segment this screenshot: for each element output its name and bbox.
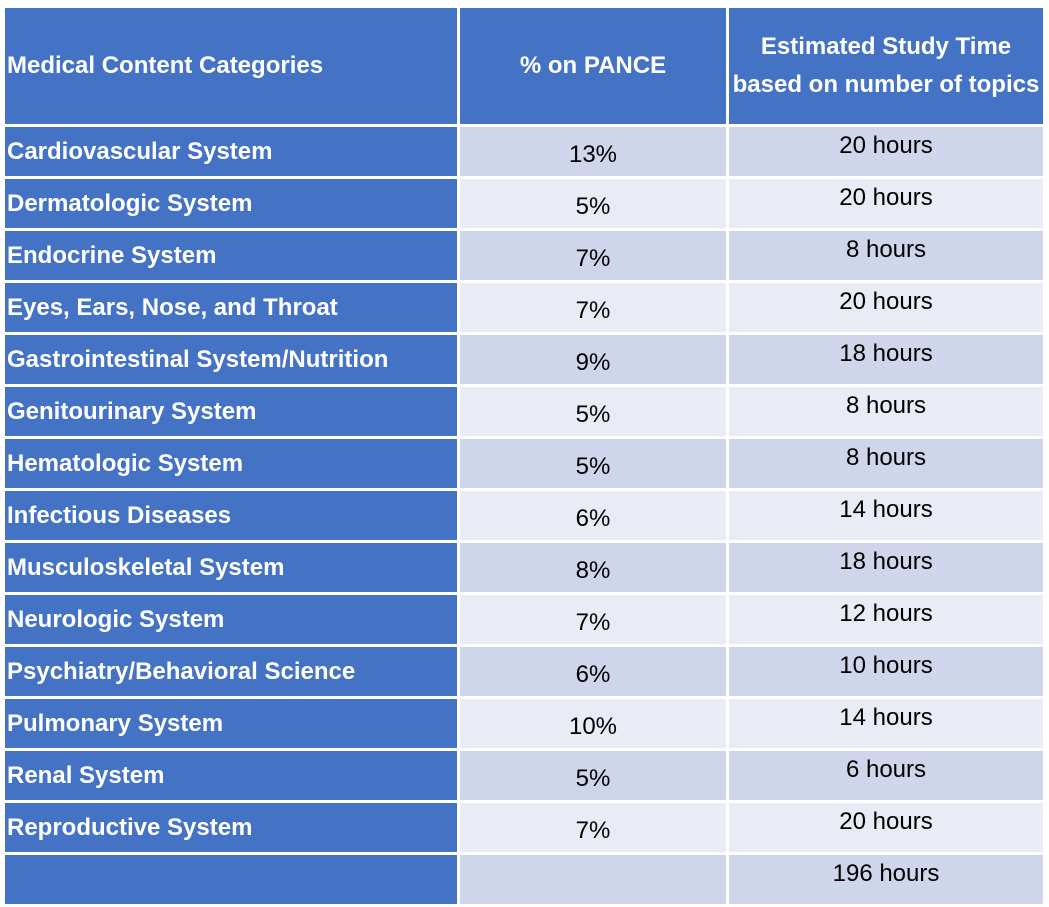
- category-cell: Eyes, Ears, Nose, and Throat: [5, 283, 457, 332]
- table-row: Pulmonary System 10% 14 hours: [5, 699, 1043, 748]
- percent-cell: 9%: [460, 335, 726, 384]
- table-body: Cardiovascular System 13% 20 hours Dermatol…: [5, 127, 1043, 904]
- hours-cell: 18 hours: [729, 543, 1043, 592]
- percent-cell: [460, 855, 726, 904]
- table-row: Psychiatry/Behavioral Science 6% 10 hours: [5, 647, 1043, 696]
- table-header-row: Medical Content Categories % on PANCE Es…: [5, 8, 1043, 124]
- percent-cell: 5%: [460, 439, 726, 488]
- category-cell: Endocrine System: [5, 231, 457, 280]
- category-cell: Gastrointestinal System/Nutrition: [5, 335, 457, 384]
- table-row: Hematologic System 5% 8 hours: [5, 439, 1043, 488]
- category-cell: Cardiovascular System: [5, 127, 457, 176]
- category-cell: Psychiatry/Behavioral Science: [5, 647, 457, 696]
- hours-cell: 20 hours: [729, 127, 1043, 176]
- table-row: Eyes, Ears, Nose, and Throat 7% 20 hours: [5, 283, 1043, 332]
- percent-cell: 6%: [460, 491, 726, 540]
- category-cell: Neurologic System: [5, 595, 457, 644]
- table-row: Infectious Diseases 6% 14 hours: [5, 491, 1043, 540]
- category-cell: [5, 855, 457, 904]
- percent-cell: 8%: [460, 543, 726, 592]
- category-cell: Hematologic System: [5, 439, 457, 488]
- hours-cell: 14 hours: [729, 699, 1043, 748]
- percent-cell: 5%: [460, 387, 726, 436]
- pance-study-table: Medical Content Categories % on PANCE Es…: [2, 5, 1046, 907]
- table-row: Genitourinary System 5% 8 hours: [5, 387, 1043, 436]
- category-cell: Genitourinary System: [5, 387, 457, 436]
- hours-cell: 8 hours: [729, 439, 1043, 488]
- header-study-time: Estimated Study Time based on number of …: [729, 8, 1043, 124]
- hours-cell: 12 hours: [729, 595, 1043, 644]
- table-row: Renal System 5% 6 hours: [5, 751, 1043, 800]
- header-category: Medical Content Categories: [5, 8, 457, 124]
- percent-cell: 7%: [460, 803, 726, 852]
- hours-cell: 18 hours: [729, 335, 1043, 384]
- category-cell: Renal System: [5, 751, 457, 800]
- percent-cell: 6%: [460, 647, 726, 696]
- percent-cell: 5%: [460, 751, 726, 800]
- percent-cell: 7%: [460, 283, 726, 332]
- table-row: Reproductive System 7% 20 hours: [5, 803, 1043, 852]
- table-row: Dermatologic System 5% 20 hours: [5, 179, 1043, 228]
- hours-cell: 8 hours: [729, 231, 1043, 280]
- table-row: Endocrine System 7% 8 hours: [5, 231, 1043, 280]
- hours-cell: 10 hours: [729, 647, 1043, 696]
- category-cell: Infectious Diseases: [5, 491, 457, 540]
- percent-cell: 5%: [460, 179, 726, 228]
- percent-cell: 10%: [460, 699, 726, 748]
- percent-cell: 7%: [460, 595, 726, 644]
- hours-cell: 8 hours: [729, 387, 1043, 436]
- table-row: Gastrointestinal System/Nutrition 9% 18 ho…: [5, 335, 1043, 384]
- hours-cell: 20 hours: [729, 803, 1043, 852]
- percent-cell: 7%: [460, 231, 726, 280]
- header-percent: % on PANCE: [460, 8, 726, 124]
- table-row: Neurologic System 7% 12 hours: [5, 595, 1043, 644]
- hours-cell: 6 hours: [729, 751, 1043, 800]
- category-cell: Musculoskeletal System: [5, 543, 457, 592]
- table-row: Musculoskeletal System 8% 18 hours: [5, 543, 1043, 592]
- hours-cell: 20 hours: [729, 179, 1043, 228]
- hours-cell: 14 hours: [729, 491, 1043, 540]
- category-cell: Reproductive System: [5, 803, 457, 852]
- table-row: Cardiovascular System 13% 20 hours: [5, 127, 1043, 176]
- category-cell: Pulmonary System: [5, 699, 457, 748]
- total-hours-cell: 196 hours: [729, 855, 1043, 904]
- total-row: 196 hours: [5, 855, 1043, 904]
- category-cell: Dermatologic System: [5, 179, 457, 228]
- percent-cell: 13%: [460, 127, 726, 176]
- hours-cell: 20 hours: [729, 283, 1043, 332]
